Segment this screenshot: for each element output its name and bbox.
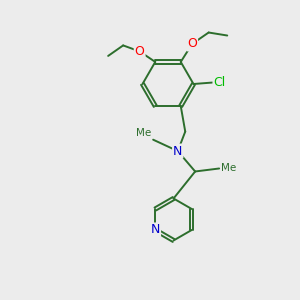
- Text: O: O: [187, 38, 197, 50]
- Text: N: N: [151, 224, 160, 236]
- Text: O: O: [135, 45, 145, 58]
- Text: Me: Me: [220, 164, 236, 173]
- Text: N: N: [173, 145, 182, 158]
- Text: Cl: Cl: [214, 76, 226, 89]
- Text: Me: Me: [136, 128, 152, 138]
